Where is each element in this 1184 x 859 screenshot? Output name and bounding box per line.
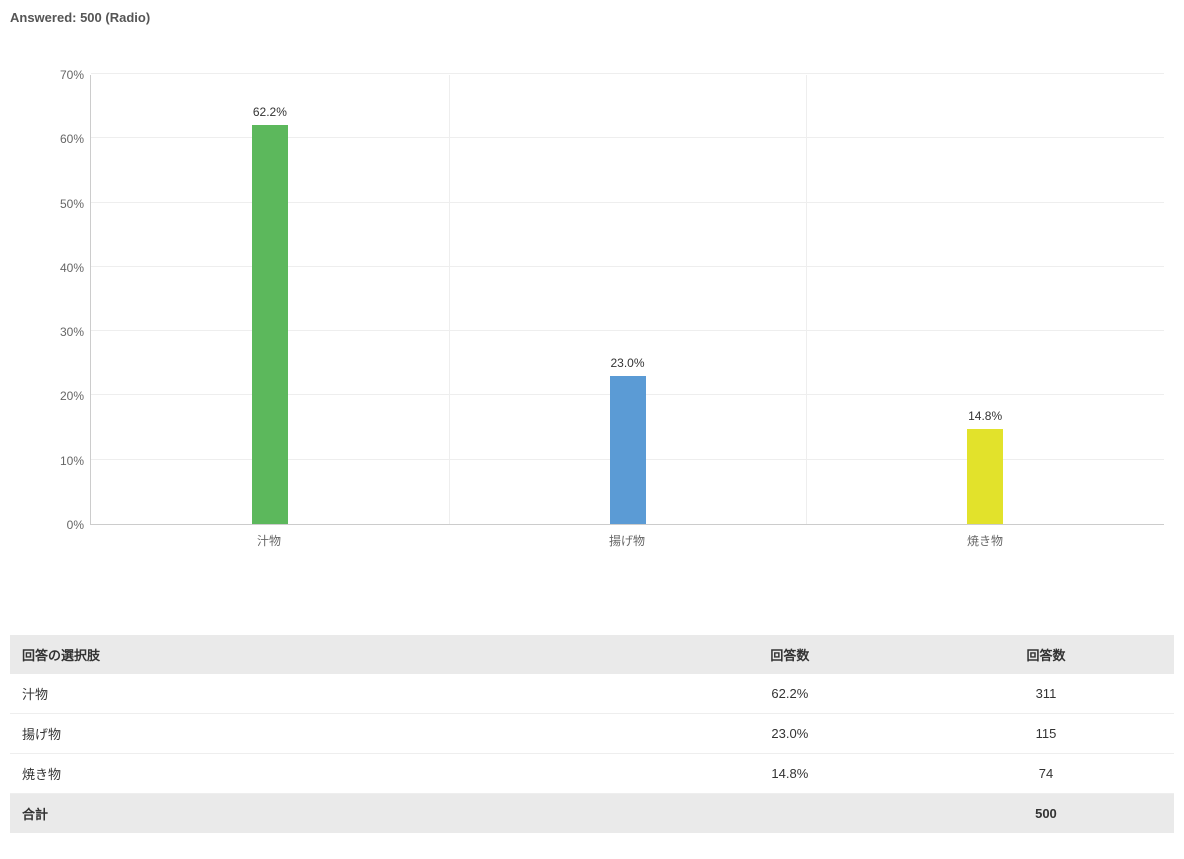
- chart-bar: 14.8%: [967, 429, 1003, 524]
- x-category-label: 揚げ物: [609, 532, 645, 549]
- th-pct: 回答数: [662, 635, 918, 674]
- bar-value-label: 14.8%: [968, 409, 1002, 423]
- table-row: 焼き物14.8%74: [10, 754, 1174, 794]
- th-choice: 回答の選択肢: [10, 635, 662, 674]
- cell-choice: 揚げ物: [10, 714, 662, 754]
- bar-value-label: 62.2%: [253, 105, 287, 119]
- chart-bar: 23.0%: [610, 376, 646, 524]
- cell-percent: 62.2%: [662, 674, 918, 714]
- x-category-label: 焼き物: [967, 532, 1003, 549]
- cell-total-count: 500: [918, 794, 1174, 834]
- bar-value-label: 23.0%: [610, 356, 644, 370]
- table-total-row: 合計 500: [10, 794, 1174, 834]
- table-header-row: 回答の選択肢 回答数 回答数: [10, 635, 1174, 674]
- y-tick-label: 0%: [40, 518, 84, 532]
- y-tick-label: 40%: [40, 261, 84, 275]
- th-count: 回答数: [918, 635, 1174, 674]
- chart-vertical-gridline: [449, 75, 450, 524]
- table-row: 汁物62.2%311: [10, 674, 1174, 714]
- cell-count: 74: [918, 754, 1174, 794]
- cell-total-label: 合計: [10, 794, 662, 834]
- y-tick-label: 20%: [40, 389, 84, 403]
- cell-count: 311: [918, 674, 1174, 714]
- x-category-label: 汁物: [257, 532, 281, 549]
- chart-gridline: [91, 73, 1164, 74]
- y-tick-label: 60%: [40, 132, 84, 146]
- y-tick-label: 10%: [40, 454, 84, 468]
- cell-percent: 14.8%: [662, 754, 918, 794]
- chart-bar: 62.2%: [252, 125, 288, 524]
- cell-count: 115: [918, 714, 1174, 754]
- plot-area: 62.2% 23.0% 14.8%: [90, 75, 1164, 525]
- bar-chart: 62.2%23.0%14.8% 0%10%20%30%40%50%60%70%汁…: [40, 75, 1164, 555]
- chart-vertical-gridline: [806, 75, 807, 524]
- cell-percent: 23.0%: [662, 714, 918, 754]
- results-table: 回答の選択肢 回答数 回答数 汁物62.2%311揚げ物23.0%115焼き物1…: [10, 635, 1174, 833]
- cell-choice: 焼き物: [10, 754, 662, 794]
- y-tick-label: 50%: [40, 197, 84, 211]
- answered-count-label: Answered: 500 (Radio): [10, 10, 1174, 25]
- table-row: 揚げ物23.0%115: [10, 714, 1174, 754]
- cell-choice: 汁物: [10, 674, 662, 714]
- y-tick-label: 70%: [40, 68, 84, 82]
- cell-total-pct: [662, 794, 918, 834]
- y-tick-label: 30%: [40, 325, 84, 339]
